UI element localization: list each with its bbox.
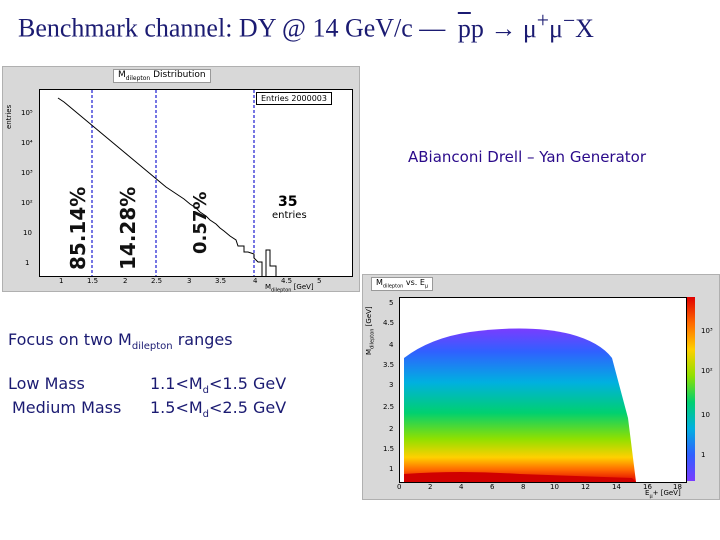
pct-low-mass: 85.14%	[66, 186, 90, 270]
map-ytick-4: 4	[389, 341, 394, 349]
xtick-3-5: 3.5	[215, 277, 227, 285]
mass-vs-energy-panel: Mdilepton vs. Eμ Mdilepton [GeV]	[362, 274, 720, 500]
xtick-1: 1	[59, 277, 64, 285]
tail-count: 35	[278, 194, 298, 210]
map-xtick-2: 2	[428, 483, 433, 491]
xtick-5: 5	[317, 277, 322, 285]
map-xtick-6: 6	[490, 483, 495, 491]
focus-line: Focus on two Mdilepton ranges	[8, 330, 233, 353]
map-ytick-2: 2	[389, 425, 394, 433]
map-ytick-5: 5	[389, 299, 394, 307]
map-ytick-4-5: 4.5	[383, 319, 395, 327]
x-symbol: X	[575, 13, 594, 43]
entries-stat-box: Entries 2000003	[255, 92, 332, 105]
tail-unit: entries	[272, 210, 307, 221]
reaction-arrow: →	[490, 13, 517, 43]
histogram-plot-area: Entries 2000003 85.14% 14.28% 0.57% 35 e…	[39, 89, 353, 277]
color-scale-bar	[687, 297, 695, 481]
histogram-svg	[57, 90, 277, 276]
low-mass-name: Low Mass	[8, 374, 85, 393]
muon-plus: μ	[522, 13, 537, 43]
antiproton-symbol: p	[457, 13, 471, 43]
map-ytick-2-5: 2.5	[383, 403, 395, 411]
map-xtick-10: 10	[550, 483, 559, 491]
xtick-4-5: 4.5	[281, 277, 293, 285]
reaction-formula: pp → μ+μ−X	[457, 8, 594, 43]
ztick-1000: 10³	[701, 327, 713, 335]
map-xtick-12: 12	[581, 483, 590, 491]
title-text: Benchmark channel: DY @ 14 GeV/c —	[18, 13, 446, 43]
map-ytick-3-5: 3.5	[383, 361, 395, 369]
ytick-10: 10	[23, 229, 32, 237]
low-mass-range: 1.1<Md<1.5 GeV	[150, 374, 287, 397]
low-mass-band	[404, 472, 636, 482]
xtick-1-5: 1.5	[87, 277, 99, 285]
map-xlabel: Eμ+ [GeV]	[645, 489, 681, 500]
map-title: Mdilepton vs. Eμ	[371, 277, 434, 291]
histogram-ylabel: entries	[5, 104, 13, 129]
xtick-3: 3	[187, 277, 192, 285]
medium-mass-range: 1.5<Md<2.5 GeV	[150, 398, 287, 421]
pct-high-mass: 0.57%	[190, 191, 211, 254]
mass-spectrum-line	[57, 97, 263, 276]
slide-title: Benchmark channel: DY @ 14 GeV/c — pp → …	[18, 8, 594, 44]
density-region	[404, 328, 636, 482]
ytick-100000: 10⁵	[21, 109, 33, 117]
map-ytick-3: 3	[389, 381, 394, 389]
map-ytick-1-5: 1.5	[383, 445, 395, 453]
map-xtick-16: 16	[643, 483, 652, 491]
map-xtick-14: 14	[612, 483, 621, 491]
xtick-4: 4	[253, 277, 258, 285]
ztick-10: 10	[701, 411, 710, 419]
map-ytick-1: 1	[389, 465, 394, 473]
tail-steps	[265, 249, 277, 276]
map-svg	[404, 328, 636, 482]
map-xtick-18: 18	[673, 483, 682, 491]
ztick-100: 10²	[701, 367, 713, 375]
xtick-2-5: 2.5	[151, 277, 163, 285]
map-plot-area	[399, 297, 687, 483]
xtick-2: 2	[123, 277, 128, 285]
ytick-100: 10²	[21, 199, 33, 207]
histogram-xlabel: Mdilepton [GeV]	[265, 283, 314, 294]
pct-medium-mass: 14.28%	[116, 186, 140, 270]
map-xtick-4: 4	[459, 483, 464, 491]
ytick-10000: 10⁴	[21, 139, 33, 147]
generator-label: ABianconi Drell – Yan Generator	[408, 148, 647, 166]
proton-symbol: p	[470, 13, 484, 43]
mass-histogram-panel: Mdilepton Distribution entries Entries 2…	[2, 66, 360, 294]
ytick-1: 1	[25, 259, 30, 267]
muon-minus: μ	[548, 13, 563, 43]
map-xtick-8: 8	[521, 483, 526, 491]
medium-mass-name: Medium Mass	[12, 398, 122, 417]
histogram-title: Mdilepton Distribution	[113, 69, 211, 83]
map-ylabel: Mdilepton [GeV]	[365, 306, 376, 355]
map-xtick-0: 0	[397, 483, 402, 491]
ytick-1000: 10³	[21, 169, 33, 177]
ztick-1: 1	[701, 451, 706, 459]
